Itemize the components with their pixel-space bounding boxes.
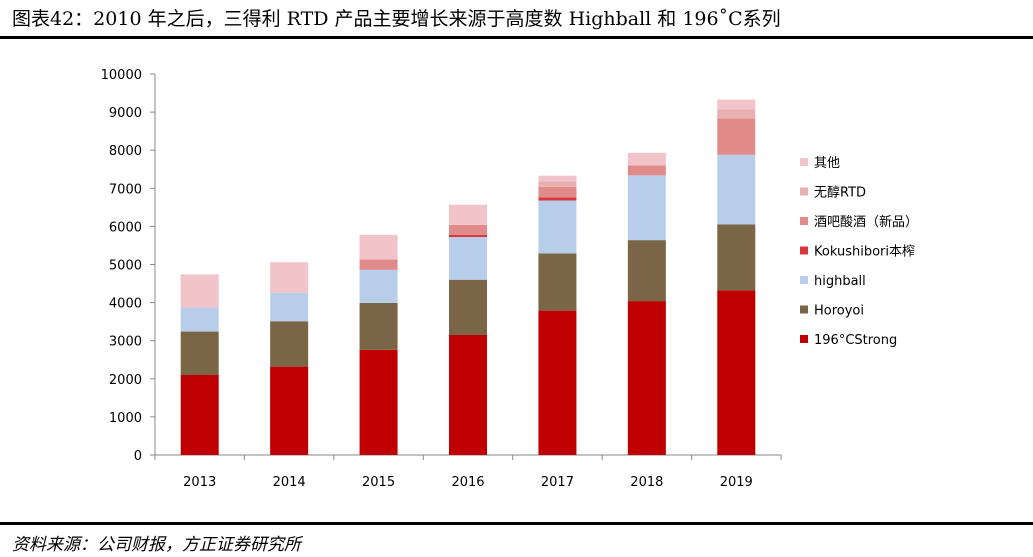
axes: 0 1000 2000 3000 4000 5000 6000 7000 8000 9000 100… — [101, 68, 782, 490]
bar-segment — [538, 186, 577, 198]
y-tick-label: 2000 — [109, 373, 142, 388]
bar-segment — [359, 302, 398, 350]
x-tick-label: 2019 — [720, 475, 753, 490]
legend-label: Kokushibori本榨 — [814, 244, 915, 260]
bar-segment — [180, 274, 219, 308]
y-tick-label: 9000 — [109, 106, 142, 121]
bar-segment — [717, 154, 756, 225]
bar-segment — [449, 234, 487, 238]
legend-label: 196°CStrong — [814, 333, 897, 348]
x-tick-label: 2015 — [362, 475, 395, 490]
bar-segment — [717, 290, 756, 455]
bar-segment — [449, 224, 487, 235]
source-note: 资料来源：公司财报，方正证券研究所 — [12, 535, 301, 555]
bar-segment — [717, 118, 756, 155]
legend-swatch — [800, 305, 808, 314]
legend-label: 无醇RTD — [814, 185, 866, 201]
y-tick-label: 3000 — [109, 335, 142, 350]
bar-segment — [538, 197, 577, 201]
y-tick-label: 5000 — [109, 259, 142, 274]
top-rule — [0, 36, 1033, 39]
bar-segment — [538, 310, 577, 455]
y-tick-label: 0 — [134, 449, 142, 464]
y-tick-label: 4000 — [109, 297, 142, 312]
bar-segment — [717, 224, 756, 291]
bar-segment — [717, 109, 756, 119]
bar-segment — [627, 165, 666, 176]
y-tick-label: 7000 — [109, 182, 142, 197]
legend-swatch — [800, 246, 808, 255]
bar-segment — [449, 237, 487, 280]
bar-segment — [627, 152, 666, 166]
legend-swatch — [800, 217, 808, 225]
bar-segment — [359, 349, 398, 455]
figure-title: 图表42：2010 年之后，三得利 RTD 产品主要增长来源于高度数 Highb… — [12, 8, 781, 30]
x-tick-label: 2018 — [630, 475, 663, 490]
bars — [180, 99, 756, 455]
legend-label: 其他 — [814, 156, 840, 171]
bar-segment — [538, 175, 577, 182]
x-tick-label: 2014 — [273, 475, 306, 490]
x-tick-label: 2016 — [451, 475, 484, 490]
bar-segment — [449, 279, 487, 335]
bar-segment — [270, 262, 309, 293]
bar-segment — [538, 200, 577, 254]
legend-swatch — [800, 158, 808, 166]
x-tick-label: 2017 — [541, 475, 574, 490]
stacked-bar-chart: 0 1000 2000 3000 4000 5000 6000 7000 8000 9000 100… — [101, 68, 918, 490]
legend-swatch — [800, 335, 808, 343]
bar-segment — [538, 253, 577, 311]
y-tick-label: 10000 — [101, 68, 142, 83]
bar-segment — [359, 259, 398, 270]
bar-segment — [627, 175, 666, 241]
bar-segment — [180, 307, 219, 332]
bottom-rule — [0, 522, 1033, 525]
legend-label: Horoyoi — [814, 304, 864, 319]
bar-segment — [627, 240, 666, 302]
bar-segment — [180, 374, 219, 455]
bar-segment — [180, 331, 219, 375]
legend-label: highball — [814, 274, 866, 289]
legend-label: 酒吧酸酒（新品） — [814, 214, 918, 230]
bar-segment — [270, 292, 309, 322]
bar-segment — [449, 204, 487, 225]
bar-segment — [359, 269, 398, 303]
bar-segment — [270, 366, 309, 455]
bar-segment — [538, 181, 577, 187]
bar-segment — [359, 234, 398, 260]
y-tick-label: 1000 — [109, 411, 142, 426]
y-tick-label: 6000 — [109, 220, 142, 235]
y-tick-label: 8000 — [109, 144, 142, 159]
x-tick-label: 2013 — [183, 475, 216, 490]
bar-segment — [270, 321, 309, 367]
bar-segment — [449, 334, 487, 455]
legend-swatch — [800, 187, 808, 196]
legend-swatch — [800, 276, 808, 284]
bar-segment — [627, 301, 666, 455]
bar-segment — [717, 99, 756, 110]
